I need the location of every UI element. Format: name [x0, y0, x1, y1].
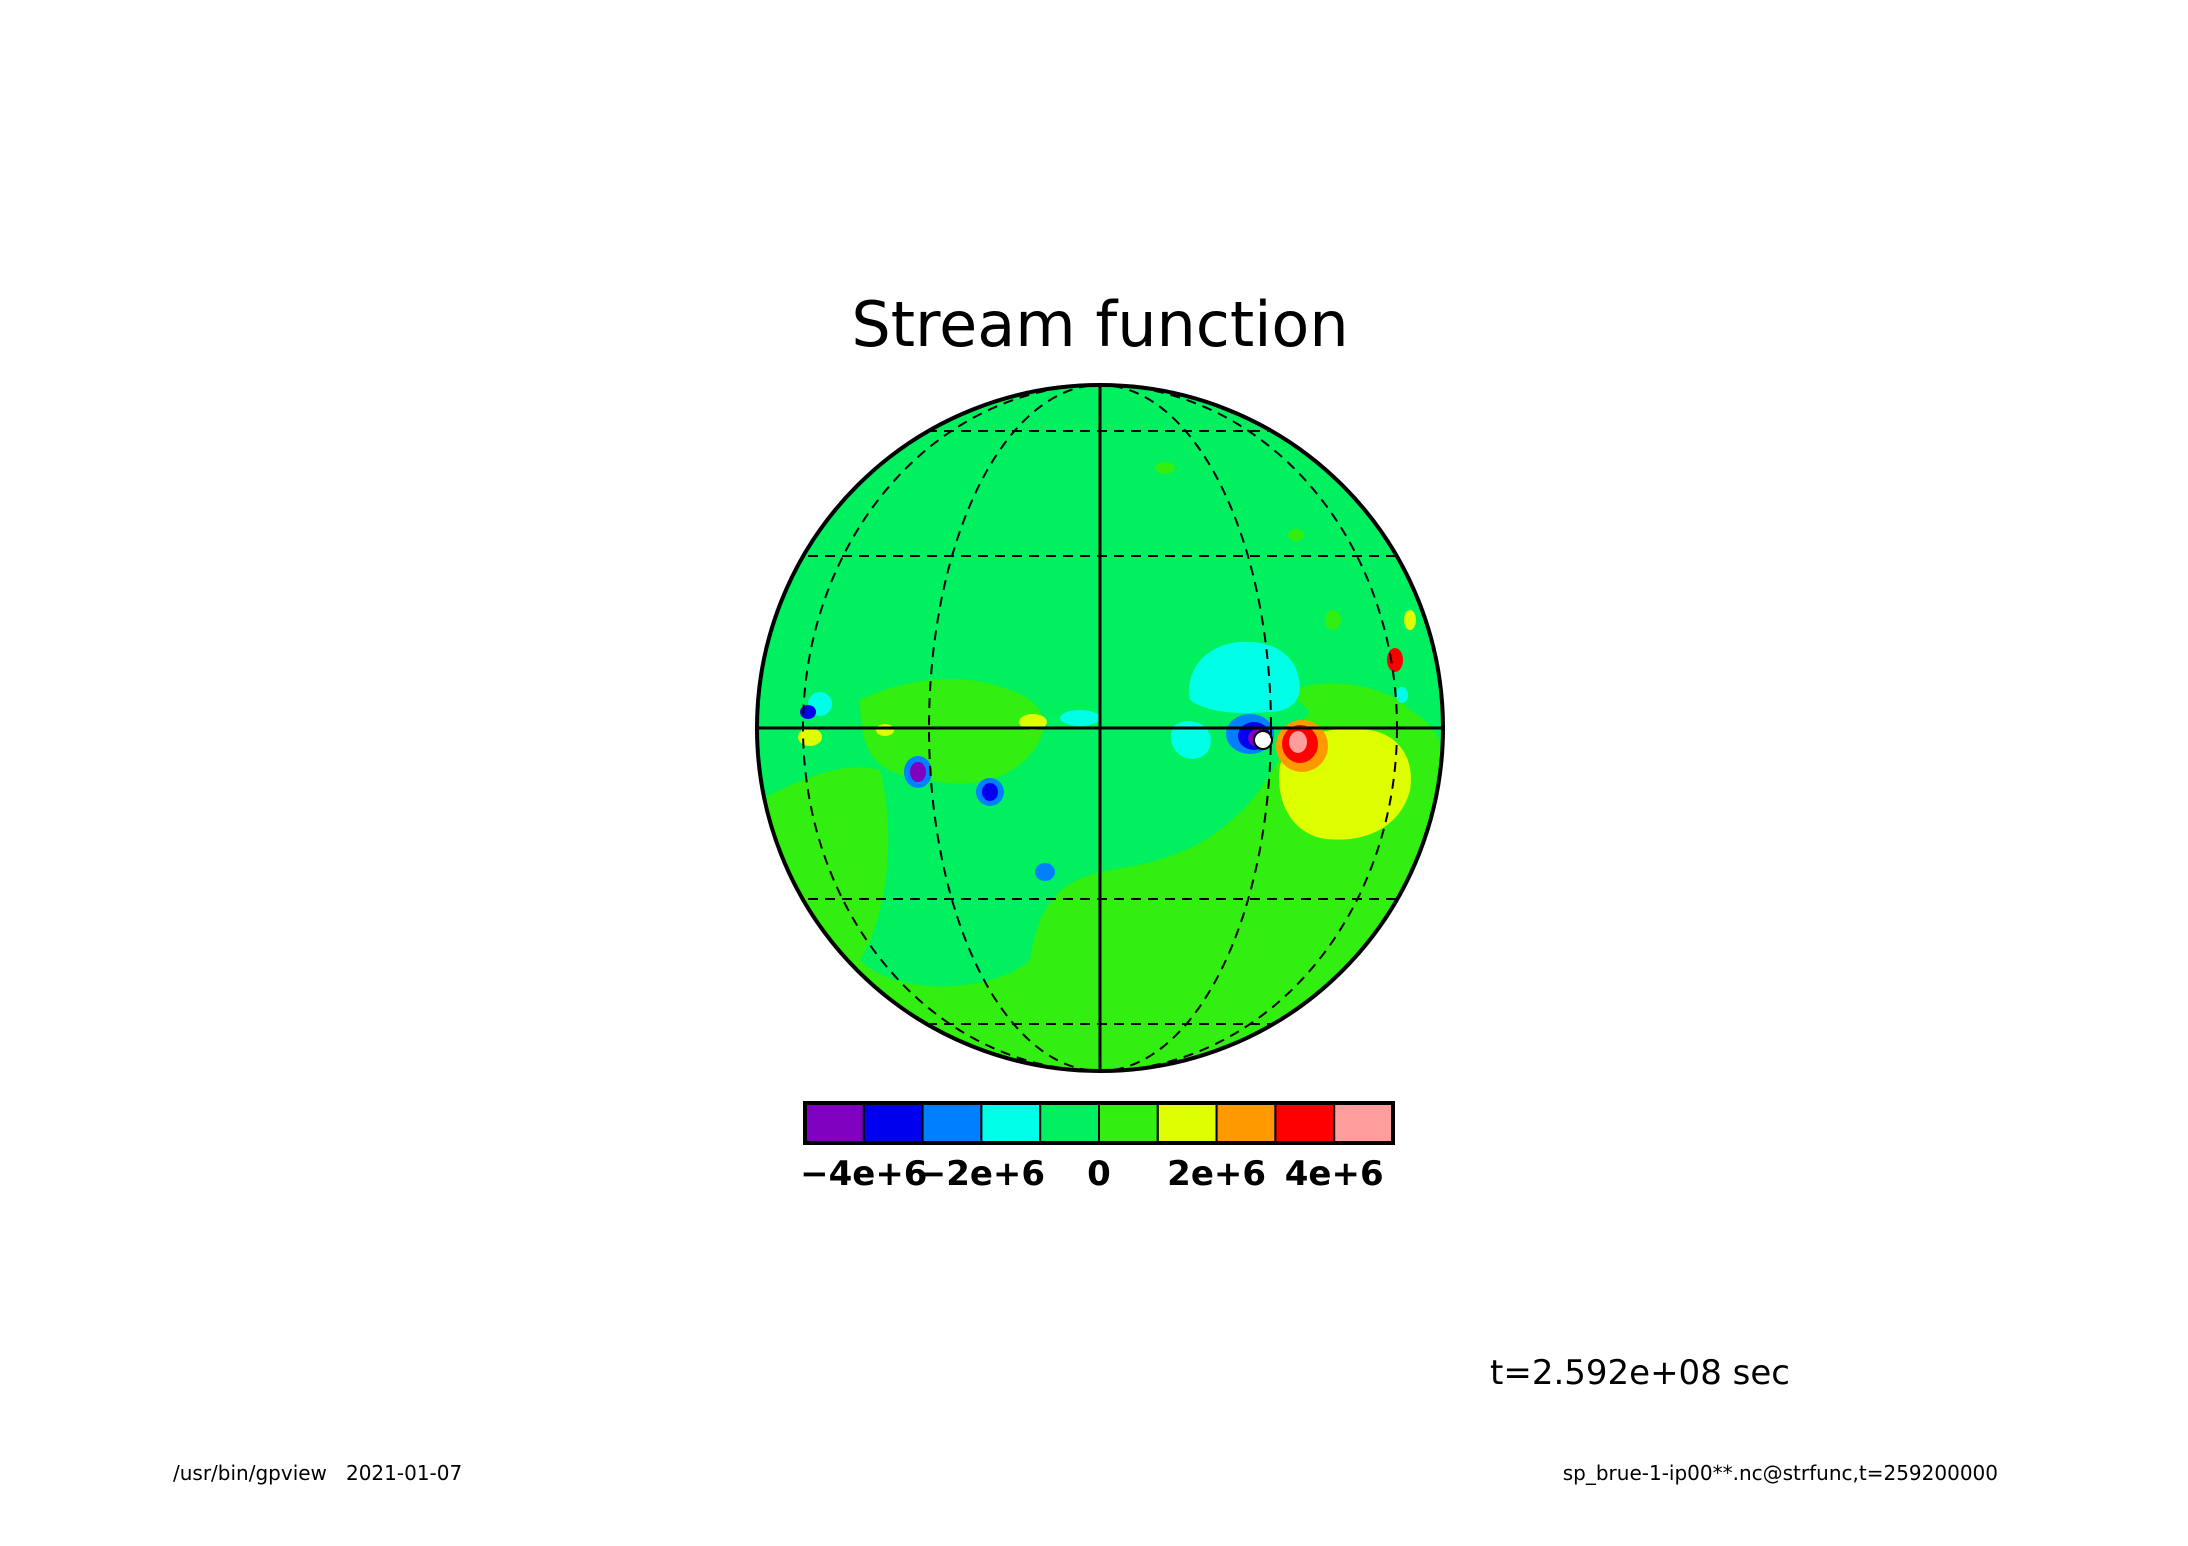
colorbar-tick-label: −2e+6	[918, 1154, 1045, 1194]
contour-patch-yellow-3	[798, 728, 822, 746]
vortex-white-spot	[1253, 730, 1273, 750]
vortex-ne-3	[1288, 529, 1304, 541]
vortex-ne-2	[1404, 610, 1416, 630]
contour-patch-yellow-2	[1019, 714, 1047, 730]
contour-region-west	[860, 679, 1044, 784]
vortex-ne-4	[1155, 462, 1175, 474]
vortex-small-2-core	[982, 783, 998, 801]
colorbar-swatch	[1274, 1102, 1336, 1144]
chart-title: Stream function	[851, 288, 1348, 361]
colorbar-tick-label: −4e+6	[800, 1154, 927, 1194]
globe	[755, 383, 1445, 1073]
vortex-positive-core	[1289, 731, 1307, 753]
contour-region-cyan-2	[1170, 721, 1211, 759]
colorbar-swatch	[1215, 1102, 1277, 1144]
colorbar-swatch	[1098, 1102, 1159, 1144]
vortex-small-1-core	[910, 762, 926, 782]
vortex-ne-5	[1325, 610, 1341, 630]
footer-right: sp_brue-1-ip00**.nc@strfunc,t=259200000	[1563, 1461, 1998, 1485]
colorbar-swatch	[862, 1102, 924, 1144]
globe-outline	[755, 383, 1445, 1073]
colorbar-tick-label: 0	[1087, 1154, 1111, 1194]
contour-region-cyan	[1189, 641, 1300, 713]
colorbar: −4e+6−2e+6 0 2e+6 4e+6	[800, 1101, 1395, 1194]
colorbar-swatch	[804, 1102, 865, 1144]
colorbar-swatch	[921, 1102, 983, 1144]
colorbar-swatch	[1156, 1102, 1218, 1144]
vortex-small-3	[1035, 863, 1055, 881]
colorbar-swatch	[1333, 1102, 1394, 1144]
vortex-ne-6	[1396, 687, 1408, 703]
footer-left: /usr/bin/gpview 2021-01-07	[173, 1461, 462, 1485]
colorbar-frame	[803, 1101, 1395, 1145]
colorbar-tick-label: 4e+6	[1285, 1154, 1384, 1194]
colorbar-tick-label: 2e+6	[1167, 1154, 1266, 1194]
contour-patch-cyan-3	[1060, 710, 1100, 726]
vortex-ne-1	[1387, 648, 1403, 672]
colorbar-swatch	[1039, 1102, 1100, 1144]
colorbar-swatch	[980, 1102, 1042, 1144]
graticule-solid	[757, 385, 1443, 1071]
vortex-small-5	[876, 724, 894, 736]
time-label: t=2.592e+08 sec	[1490, 1353, 1790, 1393]
